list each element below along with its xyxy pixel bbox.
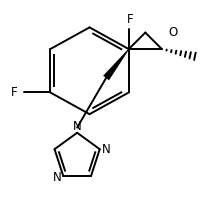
Polygon shape — [103, 49, 129, 80]
Text: F: F — [126, 13, 133, 26]
Text: N: N — [102, 143, 110, 156]
Text: O: O — [168, 26, 177, 39]
Text: F: F — [11, 86, 17, 99]
Text: N: N — [53, 171, 61, 184]
Text: N: N — [73, 120, 82, 133]
